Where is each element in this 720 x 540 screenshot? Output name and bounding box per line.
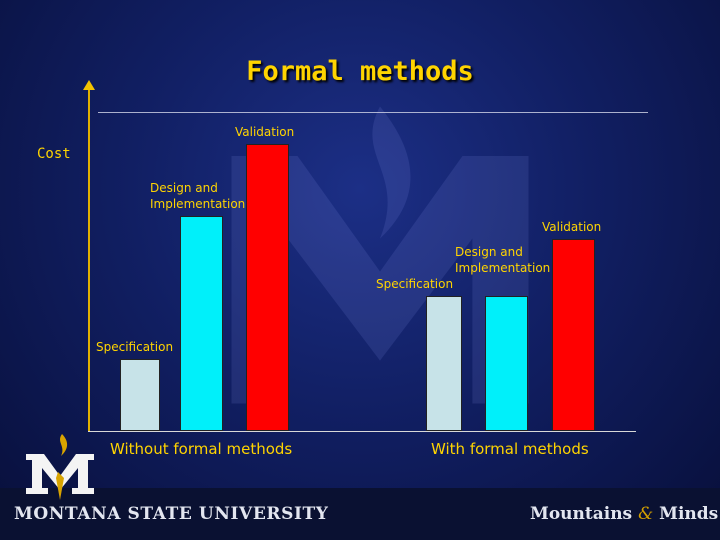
tagline-minds: Minds (659, 504, 719, 524)
footer-band (0, 488, 720, 540)
y-axis-label: Cost (37, 146, 71, 162)
y-axis-arrow-icon (83, 80, 95, 90)
bar-label-with-specification: Specification (376, 277, 454, 292)
category-label-with: With formal methods (431, 440, 589, 458)
watermark-m-logo (231, 106, 529, 404)
bar-without-design-implementation (180, 215, 223, 431)
x-axis (88, 431, 636, 432)
slide-title: Formal methods (246, 56, 474, 87)
bar-label-without-specification: Specification (96, 340, 174, 355)
tagline-ampersand: & (638, 504, 654, 524)
bar-without-validation (246, 144, 289, 431)
footer-university-name: MONTANA STATE UNIVERSITY (14, 504, 329, 524)
bar-label-without-design-implementation: Design and Implementation (150, 180, 246, 211)
title-divider (98, 112, 648, 113)
bar-label-without-validation: Validation (235, 125, 295, 139)
bar-without-specification (120, 359, 160, 431)
bar-with-design-implementation (485, 296, 528, 431)
bar-label-with-validation: Validation (542, 219, 602, 234)
bar-with-specification (426, 296, 462, 431)
tagline-mountains: Mountains (530, 504, 633, 524)
y-axis (88, 86, 90, 432)
footer-tagline: Mountains & Minds (530, 504, 718, 524)
category-label-without: Without formal methods (110, 440, 293, 458)
bar-with-validation (552, 238, 595, 431)
bar-label-with-design-implementation: Design and Implementation (455, 245, 551, 276)
msu-logo (26, 434, 94, 500)
